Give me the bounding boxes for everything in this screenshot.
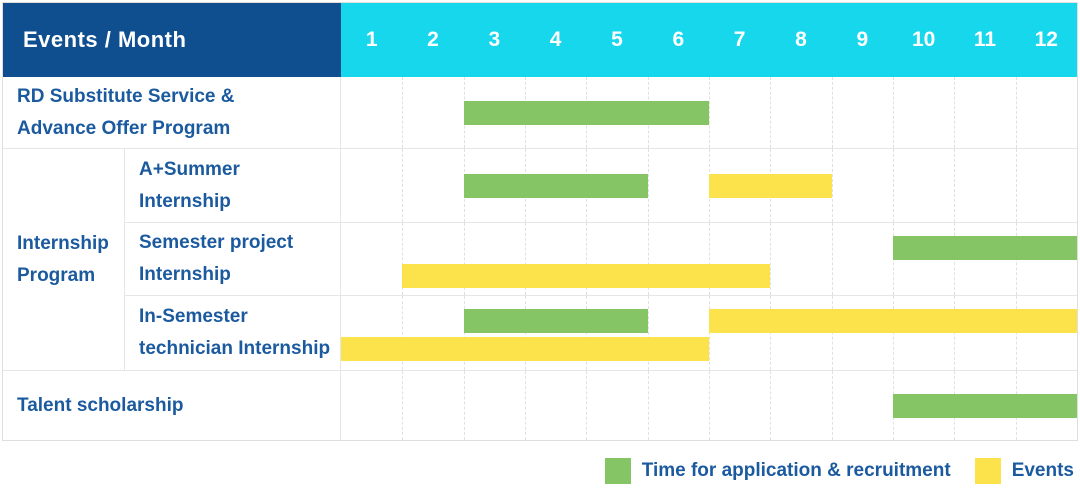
month-gridline — [831, 296, 833, 370]
month-label: 12 — [1034, 28, 1058, 51]
month-gridline — [586, 223, 588, 295]
month-label: 5 — [611, 28, 623, 51]
month-gridline — [647, 149, 649, 222]
month-label: 3 — [488, 28, 501, 51]
month-gridline — [831, 371, 833, 440]
month-gridline — [954, 77, 956, 148]
month-gridline — [1015, 149, 1017, 222]
internship-program-group: Internship Program A+Summer Internship S… — [3, 148, 1077, 370]
schedule-table: Events / Month 1 2 3 4 5 6 7 8 9 10 11 12 RD Substi… — [2, 2, 1078, 441]
legend-swatch-application-icon — [604, 458, 631, 484]
header-row: Events / Month 1 2 3 4 5 6 7 8 9 10 11 12 — [3, 3, 1077, 77]
row-label-cell: A+Summer Internship — [125, 149, 341, 222]
month-gridline — [647, 371, 649, 440]
month-gridline — [770, 223, 772, 295]
month-gridline — [709, 223, 710, 295]
gantt-bar-application — [893, 393, 1077, 418]
month-gridline — [954, 296, 956, 370]
gantt-bar-application — [893, 236, 1077, 260]
month-gridline — [1015, 296, 1017, 370]
month-gridline — [831, 149, 833, 222]
month-label: 7 — [733, 28, 746, 51]
row-talent-scholarship: Talent scholarship — [3, 370, 1077, 440]
gantt-track-in-semester-technician-internship — [341, 296, 1077, 370]
month-gridline — [709, 296, 710, 370]
group-label: Internship Program — [17, 232, 109, 286]
gantt-track-a-plus-summer-internship — [341, 149, 1077, 222]
row-rd-substitute-service: RD Substitute Service & Advance Offer Pr… — [3, 77, 1077, 148]
month-gridline — [402, 296, 404, 370]
month-gridline — [525, 223, 526, 295]
month-gridline — [1015, 77, 1017, 148]
month-gridline — [463, 296, 465, 370]
month-label: 10 — [911, 28, 936, 51]
month-label: 6 — [672, 28, 685, 51]
month-gridline — [402, 77, 404, 148]
row-label: RD Substitute Service & Advance Offer Pr… — [17, 85, 235, 139]
gantt-track-rd-substitute-service — [341, 77, 1077, 148]
row-label-cell: In-Semester technician Internship — [125, 296, 341, 370]
month-gridline — [709, 371, 710, 440]
gantt-bar-events — [709, 173, 832, 198]
month-gridline — [770, 371, 772, 440]
month-gridline — [525, 371, 526, 440]
row-label: In-Semester technician Internship — [139, 306, 331, 359]
month-gridline — [709, 77, 710, 148]
row-label: Semester project Internship — [139, 232, 294, 285]
gantt-bar-events — [709, 309, 1077, 333]
month-gridline — [893, 77, 894, 148]
month-label: 1 — [365, 28, 378, 51]
month-label: 9 — [856, 28, 869, 51]
legend-label-application: Time for application & recruitment — [641, 460, 951, 481]
row-in-semester-technician-internship: In-Semester technician Internship — [125, 295, 1077, 370]
month-label: 4 — [549, 28, 562, 51]
month-gridline — [463, 223, 465, 295]
row-label-cell: RD Substitute Service & Advance Offer Pr… — [3, 77, 341, 148]
month-gridline — [770, 296, 772, 370]
header-title: Events / Month — [23, 27, 187, 52]
legend: Time for application & recruitment Event… — [0, 456, 1074, 486]
row-label-cell: Semester project Internship — [125, 223, 341, 295]
month-gridline — [954, 149, 956, 222]
month-gridline — [647, 223, 649, 295]
month-label: 8 — [795, 28, 807, 51]
month-gridline — [893, 149, 894, 222]
month-gridline — [402, 223, 404, 295]
group-label-cell: Internship Program — [3, 149, 125, 370]
legend-swatch-events-icon — [974, 458, 1001, 484]
gantt-track-semester-project-internship — [341, 223, 1077, 295]
month-gridline — [893, 296, 894, 370]
month-gridline — [647, 296, 649, 370]
month-gridline — [402, 371, 404, 440]
month-gridline — [831, 223, 833, 295]
month-gridline — [402, 149, 404, 222]
month-header: 1 2 3 4 5 6 7 8 9 10 11 12 — [341, 3, 1077, 77]
month-gridline — [831, 77, 833, 148]
gantt-bar-events — [341, 337, 709, 361]
gantt-bar-application — [463, 100, 709, 125]
month-label: 11 — [973, 28, 997, 51]
row-semester-project-internship: Semester project Internship — [125, 222, 1077, 295]
internship-program-subrows: A+Summer Internship Semester project Int… — [125, 149, 1077, 370]
gantt-bar-events — [402, 264, 771, 288]
gantt-track-talent-scholarship — [341, 371, 1077, 440]
row-label: Talent scholarship — [17, 394, 184, 416]
month-gridline — [463, 371, 465, 440]
legend-label-events: Events — [1011, 460, 1074, 481]
month-gridline — [525, 296, 526, 370]
events-month-header-cell: Events / Month — [3, 3, 341, 77]
month-label: 2 — [427, 28, 439, 51]
month-gridline — [770, 77, 772, 148]
row-a-plus-summer-internship: A+Summer Internship — [125, 149, 1077, 222]
row-label-cell: Talent scholarship — [3, 371, 341, 440]
month-gridline — [586, 296, 588, 370]
row-label: A+Summer Internship — [139, 158, 240, 212]
gantt-bar-application — [463, 173, 648, 198]
month-gridline — [586, 371, 588, 440]
gantt-bar-application — [463, 309, 648, 333]
